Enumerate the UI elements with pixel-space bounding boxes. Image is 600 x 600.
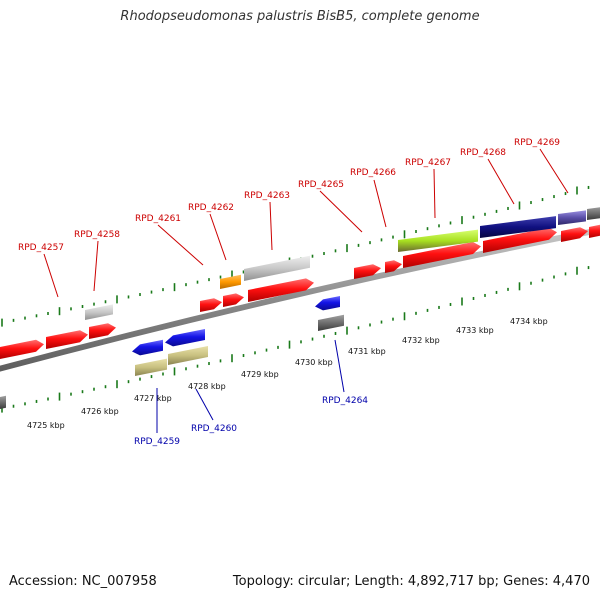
gene-label-rpd-4264[interactable]: RPD_4264	[322, 396, 368, 406]
label-leaders	[43, 148, 569, 433]
gene-feature[interactable]	[318, 314, 344, 331]
gene-feature[interactable]	[354, 264, 381, 279]
genome-summary-text: Topology: circular; Length: 4,892,717 bp…	[232, 574, 590, 589]
gene-label-rpd-4259[interactable]: RPD_4259	[134, 437, 180, 447]
leader-line	[157, 224, 204, 266]
gene-label-rpd-4260[interactable]: RPD_4260	[191, 424, 237, 434]
gene-label-rpd-4261[interactable]: RPD_4261	[135, 214, 181, 224]
scale-label: 4733 kbp	[456, 326, 494, 335]
leader-line	[319, 190, 363, 233]
leader-line	[373, 179, 387, 228]
gene-feature[interactable]	[558, 210, 586, 225]
map-title: Rhodopseudomonas palustris BisB5, comple…	[120, 9, 480, 24]
gene-label-rpd-4268[interactable]: RPD_4268	[460, 148, 506, 158]
scale-label: 4732 kbp	[402, 336, 440, 345]
gene-feature[interactable]	[589, 224, 600, 238]
gene-feature[interactable]	[85, 304, 113, 320]
gene-label-rpd-4257[interactable]: RPD_4257	[18, 243, 64, 253]
scale-label: 4731 kbp	[348, 347, 386, 356]
scale-label: 4728 kbp	[188, 382, 226, 391]
gene-feature[interactable]	[483, 227, 557, 253]
gene-feature[interactable]	[223, 293, 244, 307]
gene-feature[interactable]	[220, 274, 241, 289]
scale-labels: 4725 kbp 4726 kbp 4727 kbp 4728 kbp 4729…	[27, 317, 548, 430]
genome-backbone	[0, 226, 600, 372]
gene-feature[interactable]	[0, 395, 6, 409]
gene-feature[interactable]	[403, 242, 481, 268]
scale-label: 4727 kbp	[134, 394, 172, 403]
gene-label-rpd-4258[interactable]: RPD_4258	[74, 230, 120, 240]
gene-label-rpd-4266[interactable]: RPD_4266	[350, 168, 396, 178]
gene-feature[interactable]	[398, 229, 478, 252]
leader-line	[93, 240, 99, 292]
leader-line	[334, 339, 345, 393]
gene-feature[interactable]	[165, 329, 205, 347]
forward-gene-labels: RPD_4257 RPD_4258 RPD_4261 RPD_4262 RPD_…	[18, 138, 560, 253]
leader-line	[269, 201, 273, 251]
leader-line	[43, 253, 59, 298]
gene-label-rpd-4262[interactable]: RPD_4262	[188, 203, 234, 213]
reverse-gene-labels: RPD_4259 RPD_4260 RPD_4264	[134, 396, 368, 447]
gene-feature[interactable]	[135, 358, 167, 376]
gene-feature[interactable]	[0, 339, 44, 359]
gene-feature[interactable]	[244, 255, 310, 281]
gene-feature[interactable]	[248, 278, 314, 302]
gene-feature[interactable]	[561, 227, 588, 242]
scale-rails	[1, 185, 590, 413]
gene-feature[interactable]	[587, 206, 600, 220]
scale-label: 4725 kbp	[27, 421, 65, 430]
gene-label-rpd-4263[interactable]: RPD_4263	[244, 191, 290, 201]
gene-feature[interactable]	[46, 330, 88, 349]
leader-line	[195, 388, 214, 421]
leader-line	[209, 213, 227, 261]
gene-feature[interactable]	[480, 216, 556, 238]
scale-label: 4729 kbp	[241, 370, 279, 379]
gene-label-rpd-4267[interactable]: RPD_4267	[405, 158, 451, 168]
gene-feature[interactable]	[200, 298, 222, 312]
leader-line	[487, 158, 515, 205]
gene-feature[interactable]	[168, 346, 208, 365]
scale-label: 4730 kbp	[295, 358, 333, 367]
gene-feature[interactable]	[315, 296, 340, 311]
leader-line	[539, 148, 569, 194]
gene-feature[interactable]	[385, 260, 402, 273]
gene-label-rpd-4265[interactable]: RPD_4265	[298, 180, 344, 190]
scale-label: 4726 kbp	[81, 407, 119, 416]
gene-feature[interactable]	[132, 339, 163, 356]
leader-line	[433, 168, 436, 219]
gene-label-rpd-4269[interactable]: RPD_4269	[514, 138, 560, 148]
gene-features	[0, 206, 600, 409]
scale-label: 4734 kbp	[510, 317, 548, 326]
gene-feature[interactable]	[89, 323, 116, 339]
accession-text: Accession: NC_007958	[9, 574, 157, 589]
